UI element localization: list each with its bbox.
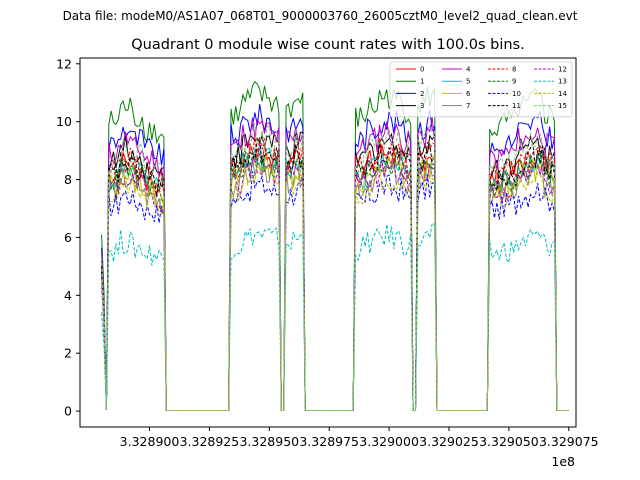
y-tick-label: 12 [56, 56, 72, 71]
y-tick-label: 4 [64, 288, 72, 303]
plot-frame [79, 57, 577, 428]
legend-label-15: 15 [558, 102, 567, 110]
x-tick-label: 3.328900 [120, 434, 180, 449]
legend-label-9: 9 [512, 78, 516, 86]
chart-title: Quadrant 0 module wise count rates with … [131, 37, 525, 53]
y-tick-label: 2 [64, 346, 72, 361]
legend-label-3: 3 [420, 102, 424, 110]
plot-area [79, 57, 577, 428]
x-tick-label: 3.328925 [180, 434, 240, 449]
x-offset-label: 1e8 [551, 454, 575, 469]
y-tick-label: 0 [64, 404, 72, 419]
x-tick-label: 3.329075 [539, 434, 599, 449]
x-tick-label: 3.328950 [239, 434, 299, 449]
legend-label-4: 4 [466, 66, 471, 74]
x-axis: 3.328900 3.328925 3.328950 3.328975 3.329000… [120, 427, 599, 449]
x-tick-label: 3.328975 [299, 434, 359, 449]
x-tick-label: 3.329025 [419, 434, 479, 449]
x-tick-label: 3.329050 [479, 434, 539, 449]
legend-label-0: 0 [420, 66, 424, 74]
legend-label-1: 1 [420, 78, 424, 86]
series-line-15 [101, 122, 569, 411]
legend-label-6: 6 [466, 90, 471, 98]
legend-label-13: 13 [558, 78, 567, 86]
legend-label-10: 10 [512, 90, 521, 98]
legend-label-14: 14 [558, 90, 567, 98]
legend-label-8: 8 [512, 66, 516, 74]
legend-box [389, 61, 573, 118]
legend-label-5: 5 [466, 78, 470, 86]
legend-label-12: 12 [558, 66, 567, 74]
y-axis: 0 2 4 6 8 10 12 [56, 56, 80, 419]
y-tick-label: 10 [56, 114, 72, 129]
legend-label-11: 11 [512, 102, 521, 110]
legend-label-7: 7 [466, 102, 470, 110]
y-tick-label: 6 [64, 230, 72, 245]
series-layer [101, 80, 569, 411]
x-tick-label: 3.329000 [359, 434, 419, 449]
y-tick-label: 8 [64, 172, 72, 187]
suptitle: Data file: modeM0/AS1A07_068T01_90000037… [63, 9, 578, 23]
legend-label-2: 2 [420, 90, 424, 98]
